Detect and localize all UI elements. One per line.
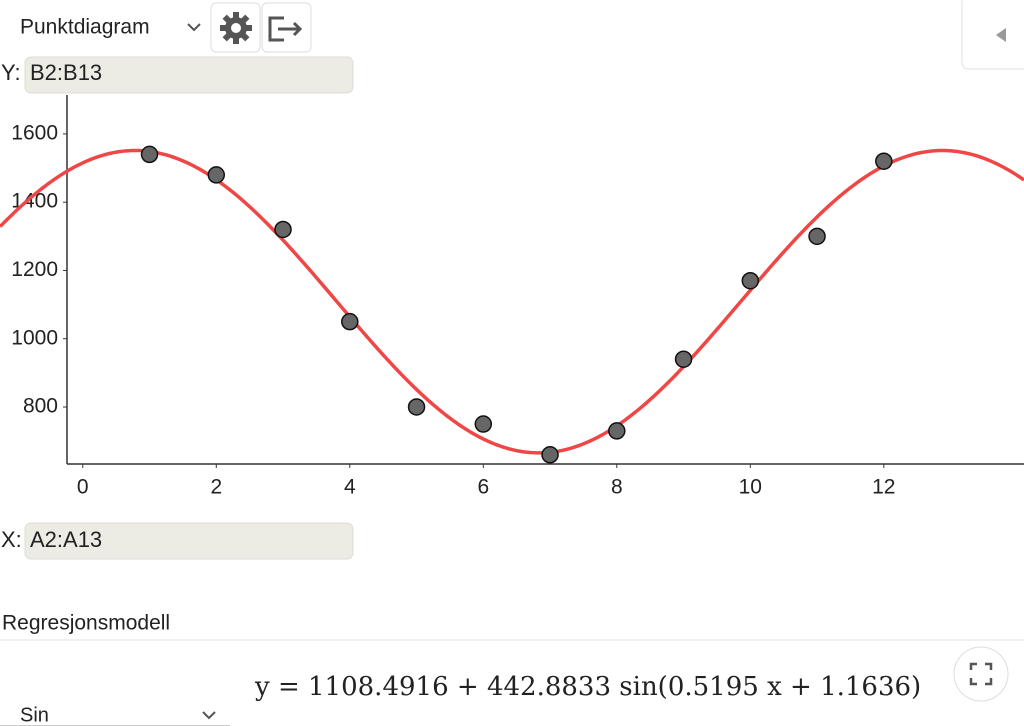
- collapse-arrow: [996, 28, 1006, 42]
- regression-formula: y = 1108.4916 + 442.8833 sin(0.5195 x + …: [254, 672, 921, 702]
- y-tick-label: 1000: [11, 326, 58, 349]
- y-tick-label: 1600: [11, 121, 58, 144]
- y-tick-label: 800: [23, 395, 58, 418]
- data-point: [608, 422, 626, 440]
- formula-coef: 1.1636: [820, 672, 911, 702]
- model-dropdown[interactable]: Sin: [0, 704, 230, 726]
- collapse-tab[interactable]: [961, 0, 1024, 70]
- view-dropdown[interactable]: Punktdiagram: [20, 16, 201, 39]
- data-point: [808, 227, 826, 246]
- x-input-label: X:: [1, 527, 22, 552]
- chevron: [202, 711, 216, 720]
- data-point: [875, 152, 893, 170]
- y-tick-label: 1400: [11, 190, 58, 213]
- x-input-value: A2:A13: [30, 527, 102, 552]
- x-tick-label: 0: [77, 476, 89, 499]
- x-tick-label: 6: [477, 476, 489, 499]
- data-point: [140, 145, 159, 164]
- data-point: [207, 166, 226, 184]
- data-point: [541, 446, 559, 464]
- fullscreen-icon: [969, 662, 993, 686]
- gear-icon: [220, 12, 252, 44]
- x-input[interactable]: [24, 522, 354, 560]
- view-select-text: Punktdiagram: [20, 16, 150, 39]
- x-tick-label: 4: [344, 476, 356, 499]
- x-tick-label: 10: [739, 476, 762, 499]
- formula-part: y =: [254, 672, 308, 702]
- fullscreen-button[interactable]: [953, 646, 1009, 702]
- y-input-label: Y:: [1, 60, 21, 85]
- y-tick-label: 1200: [11, 258, 58, 281]
- formula-part: ): [911, 672, 921, 702]
- formula-coef: 442.8833: [487, 672, 611, 702]
- regression-curve: [0, 148, 1024, 455]
- x-tick-label: 8: [611, 476, 623, 499]
- regression-heading: Regresjonsmodell: [2, 612, 170, 635]
- x-tick-label: 2: [210, 476, 222, 499]
- formula-part: +: [449, 672, 487, 702]
- chevron: [187, 23, 201, 32]
- data-point: [407, 398, 426, 416]
- data-point: [741, 271, 760, 290]
- x-tick-label: 12: [872, 476, 895, 499]
- formula-coef: 1108.4916: [308, 672, 449, 702]
- chart: 800 1000 1200 1400 1600 0 2 4 6 8 10 12: [0, 95, 1024, 499]
- export-icon: [268, 16, 303, 42]
- data-point: [674, 350, 693, 368]
- data-point: [474, 415, 493, 433]
- data-point: [274, 220, 292, 239]
- formula-part: sin(: [611, 672, 668, 702]
- y-input[interactable]: [24, 56, 354, 94]
- formula-coef: 0.5195: [668, 672, 759, 702]
- y-input-value: B2:B13: [30, 60, 102, 85]
- model-select-text: Sin: [20, 704, 49, 726]
- data-point: [341, 312, 359, 331]
- formula-part: x +: [759, 672, 820, 702]
